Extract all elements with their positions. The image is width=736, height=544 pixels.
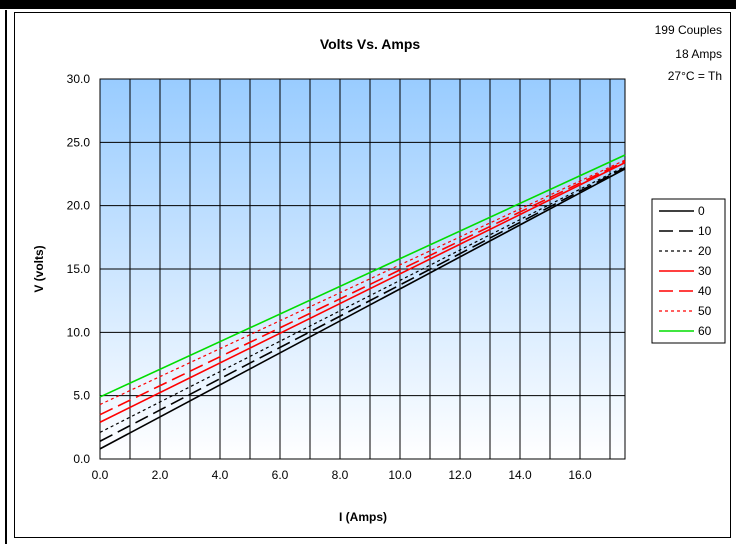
y-tick-label: 15.0 [67, 262, 91, 276]
x-tick-label: 2.0 [152, 468, 169, 482]
chart-area: 199 Couples 18 Amps 27°C = Th Volts Vs. … [14, 12, 731, 538]
legend-label-0: 0 [698, 204, 705, 218]
legend-label-60: 60 [698, 324, 712, 338]
chart-title: Volts Vs. Amps [320, 36, 421, 52]
top-border [0, 0, 736, 9]
left-frame [0, 10, 7, 544]
x-tick-label: 12.0 [448, 468, 472, 482]
y-tick-label: 5.0 [73, 389, 90, 403]
x-tick-label: 0.0 [92, 468, 109, 482]
volts-vs-amps-chart: Volts Vs. Amps 0.0 2.0 4.0 6.0 8.0 10.0 12.0 14… [32, 36, 726, 524]
x-tick-labels: 0.0 2.0 4.0 6.0 8.0 10.0 12.0 14.0 16.0 [92, 468, 592, 482]
y-tick-label: 0.0 [73, 452, 90, 466]
legend: 0 10 20 30 40 50 60 [651, 198, 726, 344]
x-tick-label: 6.0 [272, 468, 289, 482]
legend-label-50: 50 [698, 304, 712, 318]
y-tick-label: 20.0 [67, 199, 91, 213]
series-line-20 [99, 165, 626, 433]
x-axis-label: I (Amps) [339, 510, 387, 524]
x-tick-label: 4.0 [212, 468, 229, 482]
x-tick-label: 8.0 [332, 468, 349, 482]
y-tick-label: 30.0 [67, 72, 91, 86]
x-tick-label: 10.0 [388, 468, 412, 482]
y-tick-labels: 0.0 5.0 10.0 15.0 20.0 25.0 30.0 [67, 72, 91, 466]
x-tick-label: 16.0 [568, 468, 592, 482]
grid-lines [100, 79, 625, 459]
info-temperature: 27°C = Th [667, 69, 722, 83]
x-tick-label: 14.0 [508, 468, 532, 482]
y-tick-label: 10.0 [67, 325, 91, 339]
series-line-0 [99, 168, 626, 450]
series-line-30 [99, 161, 626, 423]
legend-label-30: 30 [698, 264, 712, 278]
series-line-40 [99, 160, 626, 416]
info-amps: 18 Amps [675, 47, 722, 61]
legend-label-40: 40 [698, 284, 712, 298]
legend-label-20: 20 [698, 244, 712, 258]
legend-label-10: 10 [698, 224, 712, 238]
y-axis-label: V (volts) [32, 245, 46, 292]
series-line-60 [99, 154, 626, 398]
info-couples: 199 Couples [654, 23, 722, 37]
series-lines [99, 154, 626, 450]
y-tick-label: 25.0 [67, 135, 91, 149]
series-line-50 [99, 159, 626, 406]
series-line-10 [99, 166, 626, 442]
